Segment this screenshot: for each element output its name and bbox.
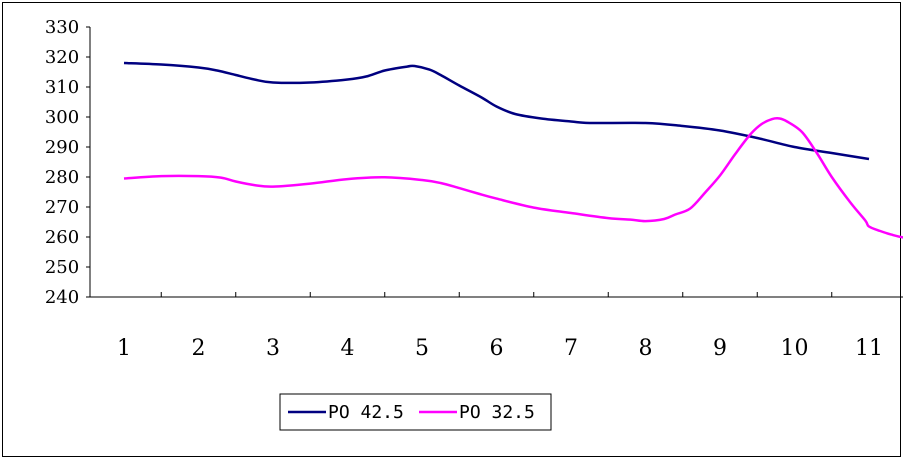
y-tick-label: 290: [45, 137, 79, 158]
x-tick-label: 3: [266, 336, 280, 361]
x-tick-label: 11: [855, 336, 883, 361]
x-tick-label: 9: [713, 336, 727, 361]
y-tick-label: 240: [45, 287, 79, 308]
y-tick-label: 260: [45, 227, 79, 248]
x-tick-label: 10: [781, 336, 809, 361]
y-tick-label: 300: [45, 107, 79, 128]
legend: PO 42.5 PO 32.5: [279, 393, 552, 431]
series-line-1: [123, 117, 903, 239]
x-tick-label: 5: [415, 336, 429, 361]
series-lines: [123, 61, 903, 239]
y-tick-label: 310: [45, 77, 79, 98]
x-tick-label: 8: [639, 336, 653, 361]
y-tick-label: 330: [45, 17, 79, 38]
x-tick-label: 6: [490, 336, 504, 361]
y-tick-label: 270: [45, 197, 79, 218]
x-ticks: 1 2 3 4 5 6 7 8 9 10 11: [117, 292, 883, 361]
series-line-0: [123, 61, 870, 161]
x-tick-label: 2: [192, 336, 206, 361]
y-tick-label: 280: [45, 167, 79, 188]
x-tick-label: 1: [117, 336, 131, 361]
legend-label-series-0: PO 42.5: [328, 402, 404, 423]
x-tick-label: 4: [341, 336, 355, 361]
y-tick-label: 320: [45, 47, 79, 68]
legend-label-series-1: PO 32.5: [459, 402, 535, 423]
y-tick-label: 250: [45, 257, 79, 278]
legend-box: [279, 393, 552, 431]
x-tick-label: 7: [564, 336, 578, 361]
y-ticks: 240 250 260 270 280 290 300 310 320 330: [45, 17, 90, 308]
